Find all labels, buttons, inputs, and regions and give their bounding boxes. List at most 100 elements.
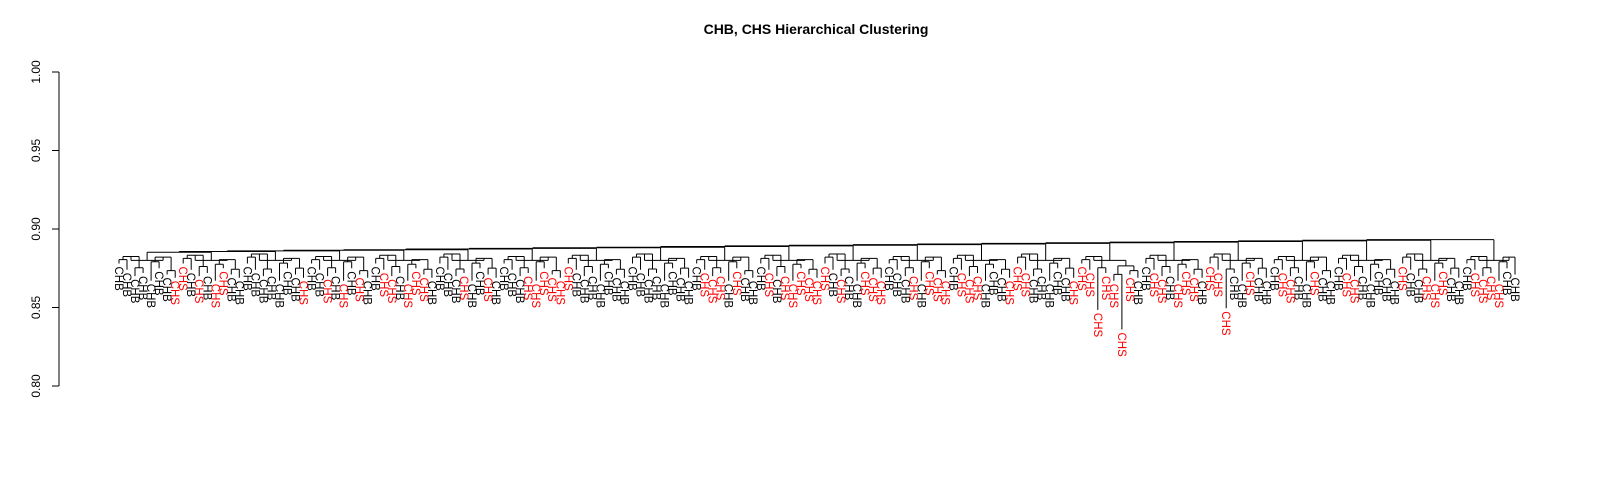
leaf-label: CHB: [505, 273, 517, 298]
leaf-label: CHS: [377, 273, 389, 298]
leaf-label: CHS: [971, 276, 983, 301]
y-tick-label: 0.85: [29, 295, 43, 319]
leaf-label: CHB: [1043, 284, 1055, 309]
leaf-label: CHS: [906, 276, 918, 301]
leaf-label: CHB: [497, 267, 509, 292]
leaf-label: CHB: [1251, 278, 1263, 303]
leaf-label: CHB: [746, 281, 758, 306]
leaf-label: CHB: [690, 267, 702, 292]
leaf-label: CHB: [754, 267, 766, 292]
leaf-label: CHB: [914, 284, 926, 309]
leaf-label: CHB: [1131, 281, 1143, 306]
leaf-label: CHB: [826, 273, 838, 298]
leaf-label: CHB: [1139, 267, 1151, 292]
leaf-label: CHB: [1508, 278, 1520, 303]
leaf-label: CHB: [281, 271, 293, 296]
leaf-label: CHS: [698, 273, 710, 298]
leaf-label: CHS: [834, 279, 846, 304]
leaf-label: CHS: [1075, 267, 1087, 292]
leaf-label: CHB: [1460, 267, 1472, 292]
leaf-label: CHB: [1364, 284, 1376, 309]
leaf-label: CHS: [938, 281, 950, 306]
leaf-label: CHB: [136, 276, 148, 301]
leaf-label: CHB: [1404, 273, 1416, 298]
leaf-label: CHB: [1332, 267, 1344, 292]
leaf-label: CHS: [1468, 273, 1480, 298]
dendrogram-branches: [118, 239, 1516, 330]
leaf-label: CHB: [264, 276, 276, 301]
leaf-label: CHS: [1091, 313, 1103, 338]
leaf-label: CHS: [1003, 281, 1015, 306]
leaf-label: CHS: [561, 267, 573, 292]
leaf-label: CHB: [585, 276, 597, 301]
leaf-label: CHB: [642, 279, 654, 304]
leaf-label: CHB: [1500, 271, 1512, 296]
leaf-label: CHB: [850, 284, 862, 309]
leaf-label: CHB: [593, 284, 605, 309]
leaf-label: CHS: [962, 279, 974, 304]
leaf-label: CHS: [1340, 273, 1352, 298]
leaf-label: CHS: [1147, 273, 1159, 298]
leaf-label: CHS: [1171, 284, 1183, 309]
leaf-label: CHS: [481, 278, 493, 303]
leaf-label: CHB: [1299, 284, 1311, 309]
leaf-label: CHB: [369, 267, 381, 292]
leaf-label: CHB: [289, 278, 301, 303]
leaf-label: CHB: [160, 278, 172, 303]
leaf-label: CHS: [1067, 281, 1079, 306]
leaf-label: CHS: [168, 281, 180, 306]
leaf-label: CHS: [297, 281, 309, 306]
leaf-label: CHS: [1492, 284, 1504, 309]
leaf-label: CHS: [417, 278, 429, 303]
leaf-label: CHS: [521, 276, 533, 301]
leaf-label: CHB: [248, 273, 260, 298]
leaf-label: CHS: [353, 278, 365, 303]
leaf-label: CHB: [152, 271, 164, 296]
leaf-label: CHS: [321, 279, 333, 304]
leaf-label: CHB: [393, 276, 405, 301]
leaf-label: CHB: [1444, 278, 1456, 303]
leaf-label: CHS: [954, 273, 966, 298]
leaf-label: CHS: [706, 279, 718, 304]
leaf-labels: CHBCHBCHBCHBCHBCHBCHBCHSCHSCHBCHSCHBCHSC…: [112, 267, 1520, 358]
leaf-label: CHB: [273, 284, 285, 309]
leaf-label: CHS: [1396, 267, 1408, 292]
leaf-label: CHS: [778, 276, 790, 301]
leaf-label: CHB: [722, 284, 734, 309]
leaf-label: CHB: [1259, 281, 1271, 306]
y-axis: 0.80 0.85 0.90 0.95 1.00: [29, 60, 60, 398]
leaf-label: CHS: [866, 278, 878, 303]
leaf-label: CHS: [714, 276, 726, 301]
leaf-label: CHS: [409, 271, 421, 296]
leaf-label: CHB: [200, 276, 212, 301]
leaf-label: CHB: [441, 273, 453, 298]
leaf-label: CHS: [385, 279, 397, 304]
leaf-label: CHB: [946, 267, 958, 292]
leaf-label: CHB: [489, 281, 501, 306]
leaf-label: CHB: [224, 278, 236, 303]
leaf-label: CHS: [537, 271, 549, 296]
leaf-label: CHB: [465, 284, 477, 309]
leaf-label: CHS: [216, 271, 228, 296]
y-tick-label: 0.90: [29, 217, 43, 241]
leaf-label: CHS: [192, 279, 204, 304]
y-tick-label: 0.95: [29, 138, 43, 162]
leaf-label: CHS: [1107, 284, 1119, 309]
leaf-label: CHS: [176, 267, 188, 292]
leaf-label: CHS: [930, 278, 942, 303]
leaf-label: CHS: [337, 284, 349, 309]
leaf-label: CHB: [1412, 279, 1424, 304]
y-tick-label: 1.00: [29, 60, 43, 84]
leaf-label: CHB: [1051, 271, 1063, 296]
leaf-label: CHB: [1324, 281, 1336, 306]
leaf-label: CHB: [898, 279, 910, 304]
leaf-label: CHS: [1484, 276, 1496, 301]
leaf-label: CHB: [658, 284, 670, 309]
leaf-label: CHB: [979, 284, 991, 309]
leaf-label: CHS: [529, 284, 541, 309]
leaf-label: CHS: [1099, 276, 1111, 301]
leaf-label: CHS: [1211, 273, 1223, 298]
leaf-label: CHB: [513, 279, 525, 304]
leaf-label: CHB: [617, 281, 629, 306]
leaf-label: CHB: [1267, 267, 1279, 292]
